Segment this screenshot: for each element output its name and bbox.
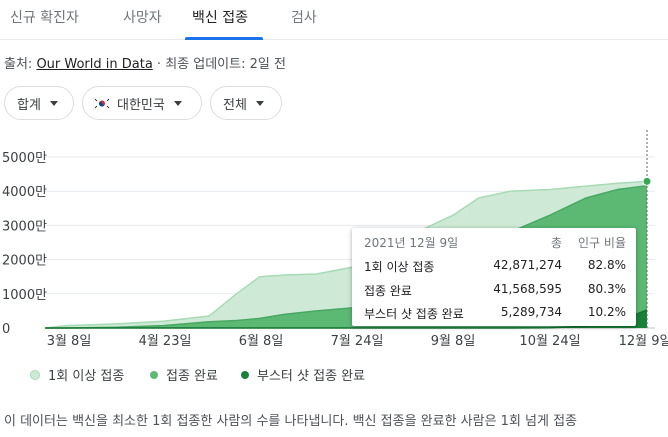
x-tick-label: 3월 8일	[47, 334, 92, 349]
tab-bar: 신규 확진자 사망자 백신 접종 검사	[0, 0, 668, 40]
tooltip-row-first-dose: 1회 이상 접종 42,871,274 82.8%	[364, 258, 626, 280]
region-dropdown-label: 대한민국	[117, 97, 165, 113]
area-booster-line	[45, 309, 648, 329]
legend-swatch	[150, 370, 158, 379]
chevron-down-icon	[255, 100, 264, 106]
tab-new-cases[interactable]: 신규 확진자	[10, 10, 79, 26]
tooltip-row-booster: 부스터 샷 접종 완료 5,289,734 10.2%	[364, 305, 626, 327]
active-tab-indicator	[185, 37, 263, 40]
metric-dropdown-label: 합계	[17, 97, 41, 113]
y-tick-label: 1000만	[2, 288, 47, 303]
x-tick-label: 4월 23일	[139, 334, 192, 349]
legend-swatch	[30, 369, 40, 380]
x-tick-label: 12월 9일	[619, 334, 668, 349]
source-link[interactable]: Our World in Data	[36, 57, 153, 72]
tooltip-row-total: 41,568,595	[493, 282, 562, 296]
x-tick-label: 9월 8일	[431, 334, 476, 349]
tooltip-row-ratio: 80.3%	[587, 282, 626, 296]
tooltip-row-ratio: 10.2%	[587, 305, 626, 319]
legend-item-fully[interactable]: 접종 완료	[150, 365, 218, 384]
x-tick-label: 10월 24일	[519, 334, 580, 349]
tooltip-header: 2021년 12월 9일 총 인구 비율	[364, 234, 626, 256]
y-tick-label: 5000만	[2, 151, 47, 166]
description-text: 이 데이터는 백신을 최소한 1회 접종한 사람의 수를 나타냅니다. 백신 접…	[4, 414, 578, 429]
tooltip-row-total: 5,289,734	[500, 305, 562, 319]
legend-swatch	[241, 370, 249, 379]
source-prefix: 출처:	[4, 57, 37, 72]
legend-item-first-dose[interactable]: 1회 이상 접종	[30, 365, 124, 384]
y-tick-label: 4000만	[2, 185, 47, 200]
korea-flag-icon	[93, 96, 111, 110]
tab-deaths[interactable]: 사망자	[123, 10, 162, 26]
y-tick-label: 2000만	[2, 254, 47, 269]
chevron-down-icon	[49, 100, 58, 106]
scope-dropdown[interactable]: 전체	[210, 86, 282, 120]
x-tick-label: 6월 8일	[239, 334, 284, 349]
legend-label: 접종 완료	[166, 369, 218, 384]
tooltip-row-label: 접종 완료	[364, 284, 412, 298]
hover-point	[642, 176, 652, 186]
tooltip-date: 2021년 12월 9일	[364, 236, 459, 250]
last-updated: · 최종 업데이트: 2일 전	[152, 57, 286, 72]
tooltip-col-total: 총	[550, 236, 562, 250]
y-tick-label: 3000만	[2, 219, 47, 234]
tab-vaccination[interactable]: 백신 접종	[192, 10, 248, 26]
tooltip-row-total: 42,871,274	[493, 258, 562, 272]
source-line: 출처: Our World in Data · 최종 업데이트: 2일 전	[4, 53, 286, 72]
tooltip-row-label: 부스터 샷 접종 완료	[364, 307, 464, 321]
region-dropdown[interactable]: 대한민국	[82, 86, 202, 120]
legend-label: 부스터 샷 접종 완료	[257, 369, 366, 384]
tooltip-row-fully: 접종 완료 41,568,595 80.3%	[364, 282, 626, 304]
tooltip-row-ratio: 82.8%	[587, 258, 626, 272]
metric-dropdown[interactable]: 합계	[4, 86, 74, 120]
chart-tooltip: 2021년 12월 9일 총 인구 비율 1회 이상 접종 42,871,274…	[352, 228, 636, 326]
scope-dropdown-label: 전체	[223, 97, 247, 113]
y-tick-label: 0	[2, 322, 10, 337]
tooltip-col-ratio: 인구 비율	[578, 236, 626, 250]
legend-label: 1회 이상 접종	[48, 369, 125, 384]
chevron-down-icon	[173, 100, 182, 106]
tooltip-row-label: 1회 이상 접종	[364, 260, 435, 274]
x-tick-label: 7월 24일	[331, 334, 384, 349]
tab-tests[interactable]: 검사	[291, 10, 317, 26]
legend-item-booster[interactable]: 부스터 샷 접종 완료	[241, 365, 365, 384]
